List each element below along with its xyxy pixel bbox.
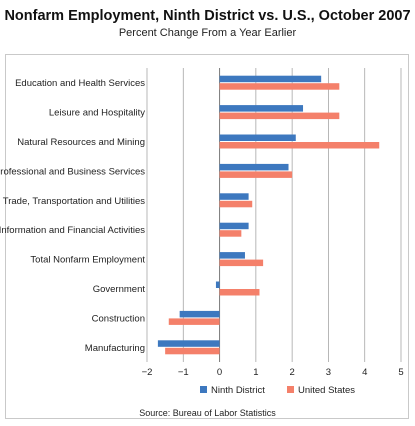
bar-united-states <box>219 171 293 178</box>
bar-ninth-district <box>219 222 249 230</box>
bar-united-states <box>165 347 220 355</box>
x-tick-label: 3 <box>326 367 331 378</box>
bar-ninth-district <box>219 75 322 83</box>
category-label: Trade, Transportation and Utilities <box>3 196 145 207</box>
category-label: Leisure and Hospitality <box>49 108 145 119</box>
chart-subtitle: Percent Change From a Year Earlier <box>118 27 297 39</box>
bar-united-states <box>219 83 340 90</box>
x-tick-label: −1 <box>178 367 189 378</box>
x-tick-label: 2 <box>289 367 294 378</box>
bar-united-states <box>168 318 220 325</box>
x-tick-label: 1 <box>253 367 258 378</box>
category-label: Professional and Business Services <box>0 166 145 177</box>
bar-ninth-district <box>219 134 296 141</box>
category-label: Natural Resources and Mining <box>17 137 145 148</box>
legend-swatch-ninth-district <box>200 386 207 393</box>
bar-ninth-district <box>179 310 220 318</box>
bar-ninth-district <box>219 105 304 112</box>
bar-united-states <box>219 200 253 208</box>
bar-united-states <box>219 230 242 237</box>
bar-united-states <box>219 289 260 296</box>
chart-source: Source: Bureau of Labor Statistics <box>139 408 276 418</box>
category-label: Construction <box>92 313 145 324</box>
bar-united-states <box>219 142 380 149</box>
chart-title: Nonfarm Employment, Ninth District vs. U… <box>4 8 411 24</box>
x-tick-label: 0 <box>217 367 222 378</box>
chart-frame <box>5 54 409 419</box>
legend-swatch-united-states <box>287 386 294 393</box>
bar-ninth-district <box>219 193 249 200</box>
bar-ninth-district <box>219 163 289 171</box>
bar-united-states <box>219 112 340 120</box>
category-label: Total Nonfarm Employment <box>30 255 145 266</box>
category-label: Manufacturing <box>85 343 145 354</box>
legend-label-ninth-district: Ninth District <box>211 385 265 396</box>
bar-ninth-district <box>157 340 220 347</box>
bar-united-states <box>219 259 264 267</box>
legend-label-united-states: United States <box>298 385 355 396</box>
x-tick-label: 4 <box>362 367 367 378</box>
category-label: Government <box>93 284 146 295</box>
x-tick-label: −2 <box>142 367 153 378</box>
x-tick-label: 5 <box>398 367 403 378</box>
bar-ninth-district <box>219 252 245 259</box>
bar-ninth-district <box>215 281 220 288</box>
category-label: Information and Financial Activities <box>0 225 145 236</box>
category-label: Education and Health Services <box>15 78 145 89</box>
